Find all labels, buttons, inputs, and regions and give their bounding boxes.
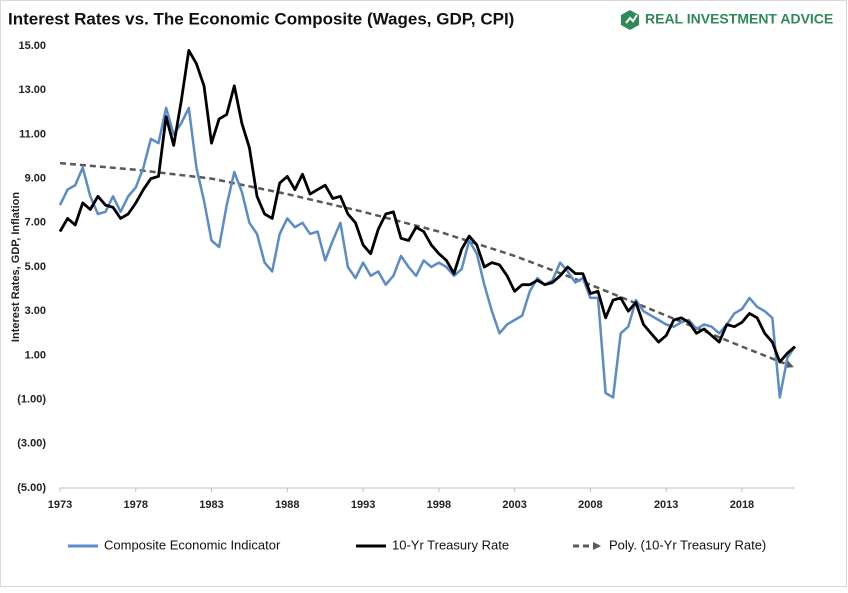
x-tick-label: 1983	[199, 499, 223, 511]
y-tick-label: 11.00	[19, 128, 46, 140]
logo-mark	[625, 14, 638, 24]
x-tick-label: 1993	[351, 499, 375, 511]
y-tick-label: 1.00	[25, 349, 46, 361]
x-tick-label: 2003	[502, 499, 526, 511]
y-tick-label: 5.00	[25, 261, 46, 273]
y-tick-label: (5.00)	[17, 482, 46, 494]
y-tick-label: 7.00	[25, 217, 46, 229]
y-tick-label: (1.00)	[17, 394, 46, 406]
legend-label: 10-Yr Treasury Rate	[392, 537, 509, 552]
series-line	[58, 106, 797, 399]
y-axis-label: Interest Rates, GDP, Inflation	[10, 192, 22, 342]
y-tick-label: 15.00	[18, 40, 46, 52]
x-tick-label: 1998	[427, 499, 451, 511]
x-tick-label: 2013	[654, 499, 678, 511]
series-line	[58, 49, 796, 364]
y-tick-label: 9.00	[25, 173, 46, 185]
logo-icon	[621, 10, 639, 30]
y-tick-label: (3.00)	[17, 438, 46, 450]
y-tick-label: 13.00	[18, 84, 46, 96]
x-tick-label: 1988	[275, 499, 299, 511]
logo: REAL INVESTMENT ADVICE	[621, 10, 833, 30]
x-tick-label: 1978	[124, 499, 148, 511]
y-tick-label: 3.00	[25, 305, 46, 317]
x-tick-label: 2008	[578, 499, 602, 511]
x-tick-label: 2018	[730, 499, 754, 511]
legend-label: Poly. (10-Yr Treasury Rate)	[609, 537, 766, 552]
logo-text: REAL INVESTMENT ADVICE	[645, 11, 833, 27]
legend-label: Composite Economic Indicator	[104, 537, 281, 552]
x-tick-label: 1973	[48, 499, 72, 511]
chart-title: Interest Rates vs. The Economic Composit…	[8, 9, 514, 28]
